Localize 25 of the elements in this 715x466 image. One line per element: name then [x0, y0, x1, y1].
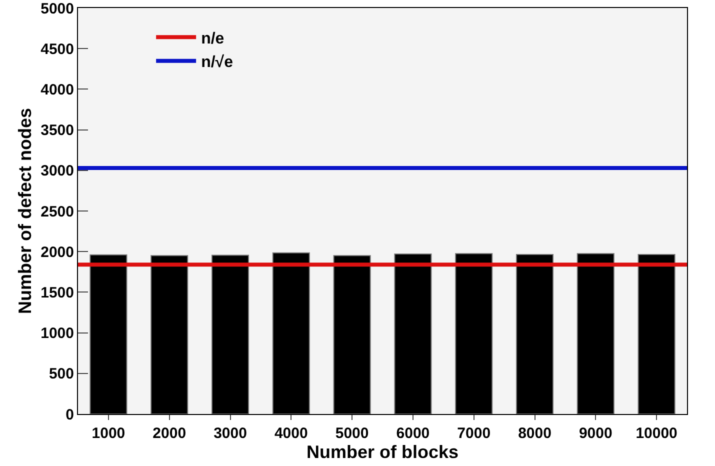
y-tick-label: 2000	[40, 244, 74, 261]
y-axis-title: Number of defect nodes	[14, 108, 35, 314]
y-tick-label: 500	[48, 366, 74, 383]
x-tick-label: 2000	[152, 425, 186, 442]
x-tick-label: 5000	[335, 425, 369, 442]
x-tick-label: 8000	[518, 425, 552, 442]
y-tick-label: 4000	[40, 81, 74, 98]
x-tick-label: 9000	[578, 425, 612, 442]
y-tick-label: 3500	[40, 122, 74, 140]
y-tick-label: 2500	[40, 203, 74, 220]
y-tick-label: 1500	[40, 284, 74, 302]
x-tick-label: 7000	[457, 425, 491, 442]
y-tick-label: 3000	[40, 162, 74, 180]
x-tick-label: 4000	[274, 425, 308, 442]
y-tick-label: 4500	[40, 40, 74, 58]
legend-label: n/√e	[201, 54, 234, 72]
x-axis-title: Number of blocks	[306, 442, 459, 462]
y-tick-label: 1000	[40, 325, 74, 342]
x-tick-label: 10000	[636, 425, 678, 442]
legend-label: n/e	[201, 30, 224, 48]
x-tick-label: 3000	[214, 425, 247, 442]
x-tick-label: 6000	[396, 425, 430, 442]
y-tick-label: 5000	[40, 0, 74, 18]
y-tick-label: 0	[66, 406, 74, 424]
x-tick-label: 1000	[92, 425, 126, 442]
